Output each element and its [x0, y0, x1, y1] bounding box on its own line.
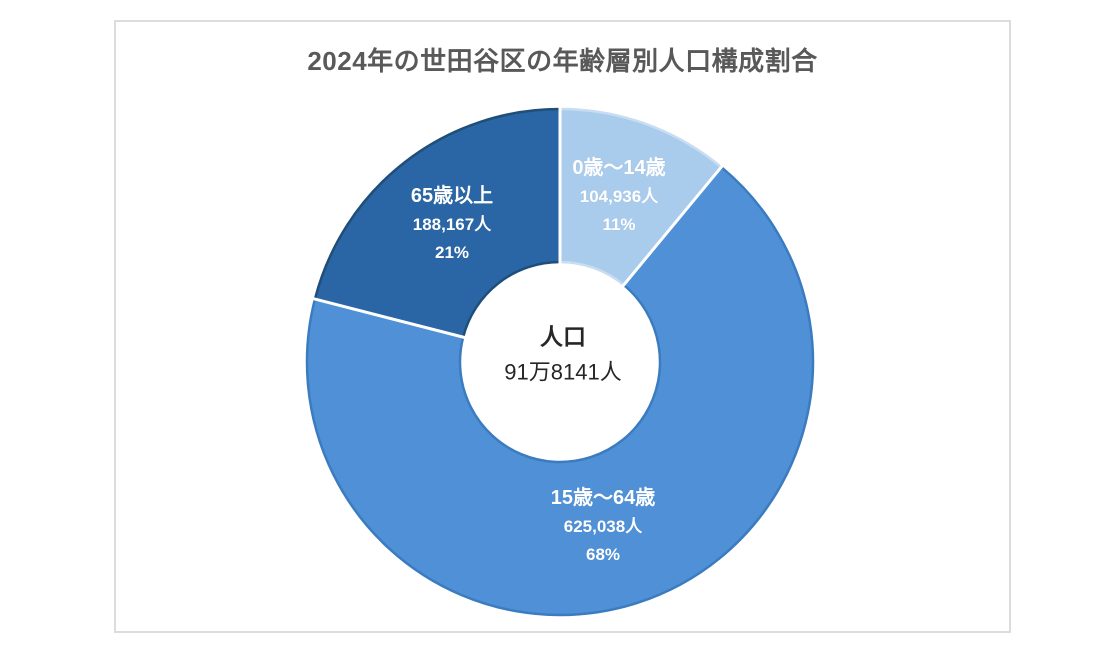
slice-percent-65-plus: 21%	[434, 243, 470, 262]
donut-slice-0	[558, 107, 723, 287]
slice-value-0-14: 104,936人	[579, 187, 659, 206]
chart-title: 2024年の世田谷区の年齢層別人口構成割合	[307, 46, 818, 76]
slice-separator	[313, 297, 466, 340]
slice-label-group-65-plus: 65歳以上 188,167人 21%	[411, 182, 493, 266]
slice-name-65-plus: 65歳以上	[410, 185, 494, 207]
donut-slice-2	[313, 107, 562, 339]
slice-separator	[621, 164, 724, 288]
slice-percent-0-14: 11%	[602, 215, 636, 234]
center-label-title: 人口	[539, 323, 586, 350]
slice-value-15-64: 625,038人	[563, 517, 643, 536]
slice-percent-15-64: 68%	[585, 545, 621, 564]
slice-value-65-plus: 188,167人	[412, 215, 492, 234]
slice-name-15-64: 15歳～64歳	[550, 487, 656, 509]
center-label-value: 91万8141人	[504, 359, 622, 385]
donut-center-label: 人口 91万8141人	[504, 322, 621, 387]
donut-slice-1	[305, 165, 815, 617]
slice-name-0-14: 0歳～14歳	[572, 157, 666, 179]
slice-label-group-15-64: 15歳～64歳 625,038人 68%	[551, 484, 656, 568]
slice-label-group-0-14: 0歳～14歳 104,936人 11%	[572, 154, 665, 238]
